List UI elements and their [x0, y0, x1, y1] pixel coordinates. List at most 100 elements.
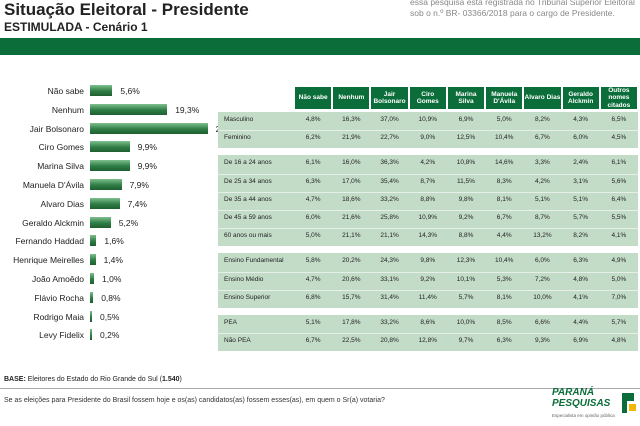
table-cell: 5,0% — [305, 232, 321, 240]
table-cell: 5,1% — [573, 195, 589, 203]
table-cell: 6,8% — [305, 293, 321, 301]
bar — [90, 235, 97, 247]
bar-value-label: 9,9% — [137, 161, 157, 172]
base-close: ) — [179, 376, 182, 383]
table-cell: 11,5% — [457, 177, 475, 185]
table-cell: 36,3% — [380, 159, 399, 167]
table-row: Feminino 6,2% 21,9% 22,7% 9,0% 12,5% 10,4% 6,7%… — [218, 130, 638, 148]
table-cell: 8,1% — [496, 293, 512, 301]
table-cell: 16,0% — [342, 159, 361, 167]
table-cell: 21,6% — [342, 214, 361, 221]
category-label: Flávio Rocha — [34, 292, 84, 303]
row-label: Ensino Fundamental — [224, 257, 284, 265]
row-label: De 45 a 59 anos — [224, 214, 272, 221]
table-row: 60 anos ou mais 5,0% 21,1% 21,1% 14,3% 8,8% 4,… — [218, 228, 638, 246]
table-cell: 7,2% — [535, 275, 550, 283]
bar — [90, 216, 111, 228]
page-number: 5 — [628, 79, 634, 89]
footer-divider — [0, 388, 640, 389]
table-cell: 6,7% — [496, 214, 512, 221]
column-header: Marina Silva — [447, 87, 485, 109]
table-cell: 4,7% — [305, 275, 321, 283]
table-cell: 10,9% — [418, 214, 437, 221]
parana-pesquisas-logo: PARANÁ PESQUISAS Especialista em opinião… — [548, 387, 640, 423]
row-label: Masculino — [224, 116, 254, 123]
bar — [90, 103, 168, 115]
table-cell: 37,0% — [380, 116, 399, 123]
table-row: PEA 5,1% 17,8% 33,2% 8,6% 10,0% 8,5% 6,6% 4,4% 5,… — [218, 315, 638, 333]
bar — [90, 291, 94, 303]
base-count: 1.540 — [161, 376, 180, 383]
table-cell: 24,3% — [380, 257, 399, 265]
column-header: Geraldo Alckmin — [562, 87, 599, 109]
logo-line1: PARANÁ — [552, 387, 595, 398]
table-cell: 31,4% — [380, 293, 399, 301]
table-cell: 5,1% — [305, 319, 321, 326]
table-cell: 9,0% — [420, 134, 436, 142]
table-cell: 8,5% — [496, 319, 512, 326]
base-note: BASE: Eleitores do Estado do Rio Grande … — [4, 376, 182, 383]
header-band: 5 — [0, 38, 640, 89]
row-label: PEA — [224, 319, 238, 326]
bar — [90, 197, 120, 209]
table-cell: 6,3% — [573, 257, 589, 265]
bar-value-label: 0,8% — [101, 292, 121, 303]
bar-value-label: 0,2% — [100, 330, 120, 341]
table-cell: 5,6% — [611, 177, 627, 185]
bar — [90, 310, 92, 322]
bar-value-label: 1,4% — [103, 255, 123, 266]
table-cell: 6,5% — [611, 116, 627, 123]
table-cell: 8,6% — [420, 319, 436, 326]
table-cell: 4,8% — [611, 337, 627, 345]
bar — [90, 273, 94, 284]
table-cell: 5,5% — [611, 214, 627, 221]
table-row: De 45 a 59 anos 6,0% 21,6% 25,8% 10,9% 9,2% 6,… — [218, 210, 638, 228]
logo-tagline: Especialista em opinião pública — [552, 413, 615, 418]
bar — [90, 329, 92, 341]
table-row: Ensino Superior 6,8% 15,7% 31,4% 11,4% 5,7% 8,… — [218, 290, 638, 308]
table-cell: 10,4% — [495, 257, 514, 265]
table-cell: 6,0% — [305, 214, 321, 221]
table-cell: 21,9% — [342, 134, 361, 142]
page-subtitle: ESTIMULADA - Cenário 1 — [4, 20, 148, 34]
column-header: Manuela D'Ávila — [486, 87, 523, 109]
table-cell: 4,3% — [573, 116, 589, 123]
table-cell: 10,9% — [418, 116, 437, 123]
bar-value-label: 5,2% — [118, 217, 139, 228]
table-cell: 35,4% — [380, 177, 399, 185]
base-text: Eleitores do Estado do Rio Grande do Sul… — [27, 376, 162, 383]
table-cell: 3,1% — [573, 177, 589, 185]
table-cell: 8,2% — [535, 116, 550, 123]
table-cell: 6,7% — [535, 134, 550, 142]
column-header: Jair Bolsonaro — [371, 87, 408, 109]
table-cell: 6,0% — [535, 257, 550, 265]
category-label: Alvaro Dias — [40, 198, 84, 209]
table-cell: 21,1% — [342, 232, 361, 240]
category-label: Marina Silva — [37, 161, 84, 172]
table-cell: 13,2% — [533, 232, 552, 240]
logo-line2: PESQUISAS — [552, 398, 611, 409]
category-label: Geraldo Alckmin — [22, 217, 84, 228]
table-cell: 17,0% — [342, 177, 361, 185]
table-cell: 6,1% — [305, 159, 321, 167]
table-cell: 10,0% — [533, 293, 552, 301]
category-label: Não sabe — [47, 86, 84, 96]
column-header: Nenhum — [333, 87, 370, 109]
row-divider — [218, 289, 638, 291]
row-label: Ensino Médio — [224, 275, 264, 283]
table-cell: 10,4% — [495, 134, 514, 142]
table-cell: 10,1% — [456, 275, 476, 283]
table-row: De 16 a 24 anos 6,1% 16,0% 36,3% 4,2% 10,8% 14… — [218, 155, 638, 173]
bar-value-label: 5,6% — [120, 86, 140, 96]
bar-value-label: 0,5% — [100, 311, 120, 322]
table-cell: 8,8% — [420, 195, 436, 203]
table-cell: 33,1% — [380, 275, 399, 283]
table-cell: 5,3% — [496, 275, 512, 283]
table-cell: 6,3% — [496, 337, 512, 345]
table-cell: 6,9% — [573, 337, 589, 345]
bar — [90, 254, 96, 266]
table-row: De 35 a 44 anos 4,7% 18,6% 33,2% 8,8% 9,8% 8,1… — [218, 192, 638, 210]
table-cell: 5,7% — [458, 293, 474, 301]
table-cell: 10,8% — [456, 159, 476, 167]
table-cell: 5,7% — [611, 319, 627, 326]
